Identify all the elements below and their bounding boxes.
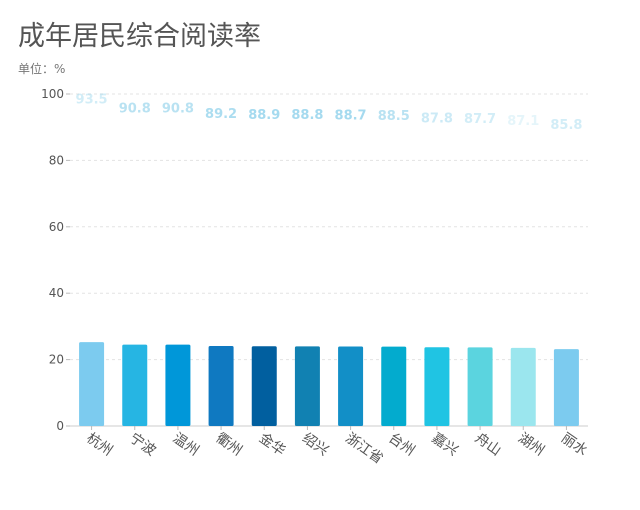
y-tick-label: 40 (49, 286, 64, 300)
chart-title: 成年居民综合阅读率 (18, 21, 261, 52)
unit-label: 单位：% (18, 62, 66, 76)
x-tick-label: 浙江省 (342, 430, 386, 467)
data-label: 85.8 (550, 118, 582, 133)
data-label: 89.2 (205, 107, 237, 122)
x-tick-label: 台州 (385, 430, 417, 459)
x-tick-label: 杭州 (83, 430, 115, 459)
y-tick-label: 0 (56, 419, 64, 433)
x-tick-label: 嘉兴 (429, 430, 461, 459)
bar (79, 342, 105, 426)
bar (510, 347, 536, 426)
x-tick-label: 温州 (170, 430, 202, 459)
data-label: 88.5 (378, 109, 410, 124)
data-label: 88.8 (291, 108, 323, 123)
bar (467, 347, 493, 426)
x-tick-label: 湖州 (515, 430, 547, 459)
y-tick-label: 80 (49, 153, 64, 167)
x-tick-label: 绍兴 (299, 430, 331, 459)
bar (338, 346, 364, 426)
data-label: 88.7 (335, 109, 367, 124)
bar (553, 349, 579, 426)
data-label: 90.8 (119, 102, 151, 117)
x-tick-label: 衢州 (213, 429, 246, 459)
data-label: 87.1 (507, 114, 539, 129)
bar (294, 346, 320, 426)
y-tick-label: 100 (41, 87, 64, 101)
x-tick-label: 金华 (256, 430, 288, 459)
x-tick-label: 宁波 (126, 429, 159, 459)
bar (381, 346, 407, 426)
y-tick-label: 20 (49, 353, 64, 367)
data-label: 93.5 (76, 93, 108, 108)
data-label: 87.7 (464, 112, 496, 127)
x-tick-label: 舟山 (472, 430, 504, 459)
bar (208, 346, 234, 426)
bar (122, 344, 148, 426)
data-label: 87.8 (421, 112, 453, 127)
y-tick-label: 60 (49, 220, 64, 234)
x-tick-label: 丽水 (558, 430, 590, 459)
bar (165, 344, 191, 426)
data-label: 90.8 (162, 102, 194, 117)
bar (424, 347, 450, 426)
bar (251, 346, 277, 426)
data-label: 88.9 (248, 108, 280, 123)
